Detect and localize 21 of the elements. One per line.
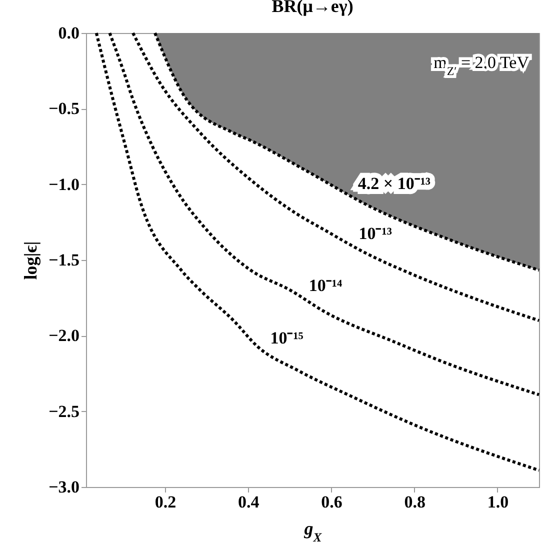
y-tick-label: −2.5	[48, 402, 80, 421]
y-tick-label: −2.0	[48, 326, 80, 346]
annotation: 10⁻¹⁵	[270, 328, 304, 348]
x-tick-label: 0.6	[321, 492, 342, 512]
x-tick-label: 1.0	[487, 492, 509, 512]
line-series	[108, 32, 540, 396]
line-series	[94, 32, 540, 472]
line-series	[131, 32, 540, 322]
annotation: m$_{Z′}$ = 2.0 TeV	[434, 53, 530, 78]
y-axis-title: log|ϵ|	[20, 241, 41, 280]
x-tick-label: 0.2	[154, 492, 176, 512]
y-tick-label: 0.0	[58, 24, 80, 42]
x-tick-label: 0.4	[238, 492, 260, 512]
annotation: 10⁻¹³	[358, 224, 392, 243]
y-tick-label: −0.5	[48, 99, 80, 118]
x-axis-title: g$_{X}$	[303, 518, 322, 544]
y-tick-label: −1.0	[48, 174, 80, 194]
annotation: 10⁻¹⁴	[308, 276, 342, 296]
y-tick-label: −1.5	[48, 250, 80, 270]
x-tick-label: 0.8	[404, 492, 426, 512]
y-tick-label: −3.0	[48, 478, 80, 496]
